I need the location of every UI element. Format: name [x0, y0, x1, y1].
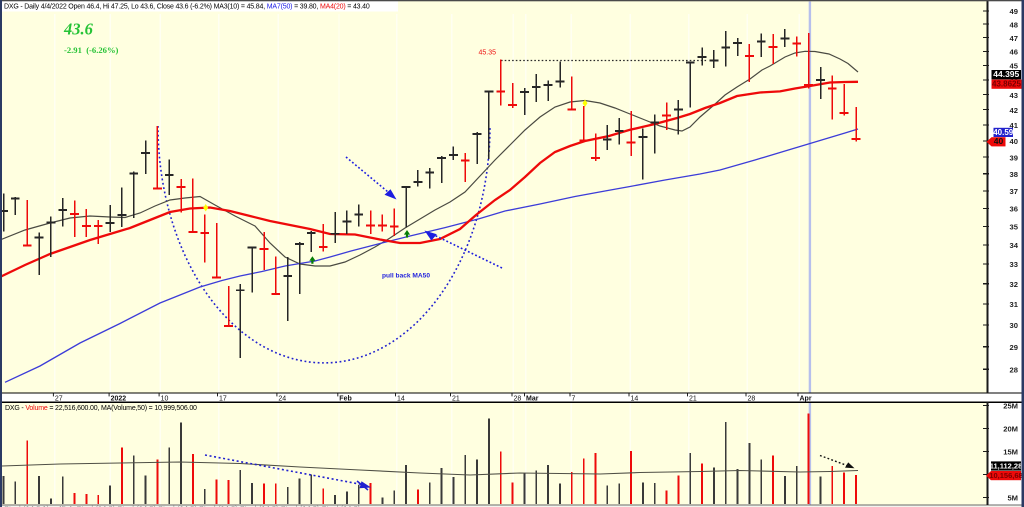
svg-text:42: 42	[1010, 106, 1018, 115]
svg-text:32: 32	[1010, 280, 1018, 289]
svg-text:28: 28	[1010, 365, 1018, 374]
svg-text:2022: 2022	[111, 396, 127, 403]
svg-text:Apr: Apr	[800, 396, 812, 403]
svg-text:27: 27	[55, 396, 63, 403]
svg-text:10,156,68: 10,156,68	[989, 471, 1022, 480]
svg-text:40.59: 40.59	[993, 128, 1014, 137]
svg-text:11,112,28: 11,112,28	[990, 461, 1023, 470]
svg-text:29: 29	[1010, 343, 1018, 352]
svg-text:48: 48	[1010, 20, 1018, 29]
svg-text:Feb: Feb	[339, 396, 351, 403]
svg-text:33: 33	[1010, 260, 1018, 269]
svg-text:17: 17	[219, 396, 227, 403]
svg-text:28: 28	[748, 396, 756, 403]
svg-text:10: 10	[161, 396, 169, 403]
svg-text:38: 38	[1010, 170, 1018, 179]
svg-text:40: 40	[1010, 137, 1018, 146]
svg-text:45: 45	[1010, 62, 1019, 71]
svg-text:43.6: 43.6	[63, 20, 94, 39]
svg-text:34: 34	[1010, 241, 1019, 250]
svg-text:-2.91 (-6.26%): -2.91 (-6.26%)	[64, 45, 119, 55]
svg-text:31: 31	[1010, 300, 1019, 309]
svg-text:47: 47	[1010, 34, 1018, 43]
svg-text:43.8625: 43.8625	[992, 80, 1021, 89]
svg-text:43: 43	[1010, 91, 1018, 100]
svg-text:36: 36	[1010, 205, 1018, 214]
svg-text:25M: 25M	[1003, 402, 1018, 411]
svg-text:28: 28	[514, 396, 522, 403]
svg-text:20M: 20M	[1003, 425, 1018, 434]
svg-text:Stoch(14,3,1) = 45.4, Stoch(14: Stoch(14,3,1) = 45.4, Stoch(14,3) Stoch(…	[4, 504, 361, 507]
svg-text:45.35: 45.35	[479, 50, 497, 57]
svg-text:pull back MA50: pull back MA50	[382, 273, 430, 280]
svg-text:5M: 5M	[1007, 494, 1018, 503]
svg-text:24: 24	[278, 396, 286, 403]
svg-text:7: 7	[572, 396, 576, 403]
svg-text:15M: 15M	[1003, 448, 1018, 457]
svg-text:44.395: 44.395	[993, 69, 1019, 79]
svg-text:40: 40	[994, 136, 1004, 146]
svg-text:39: 39	[1010, 153, 1018, 162]
svg-text:46: 46	[1010, 48, 1018, 57]
svg-text:21: 21	[689, 396, 697, 403]
svg-text:14: 14	[631, 396, 639, 403]
svg-text:37: 37	[1010, 187, 1018, 196]
svg-text:35: 35	[1010, 223, 1019, 232]
svg-text:DXG - Volume = 22,516,600.00,: DXG - Volume = 22,516,600.00, MA(Volume,…	[5, 405, 197, 412]
svg-text:Mar: Mar	[526, 396, 539, 403]
svg-text:49: 49	[1010, 7, 1018, 16]
svg-text:21: 21	[452, 396, 460, 403]
svg-text:DXG - Daily 4/4/2022 Open 46.4: DXG - Daily 4/4/2022 Open 46.4, Hi 47.25…	[4, 4, 370, 11]
svg-text:41: 41	[1010, 121, 1019, 130]
svg-text:14: 14	[397, 396, 405, 403]
svg-text:30: 30	[1010, 321, 1018, 330]
